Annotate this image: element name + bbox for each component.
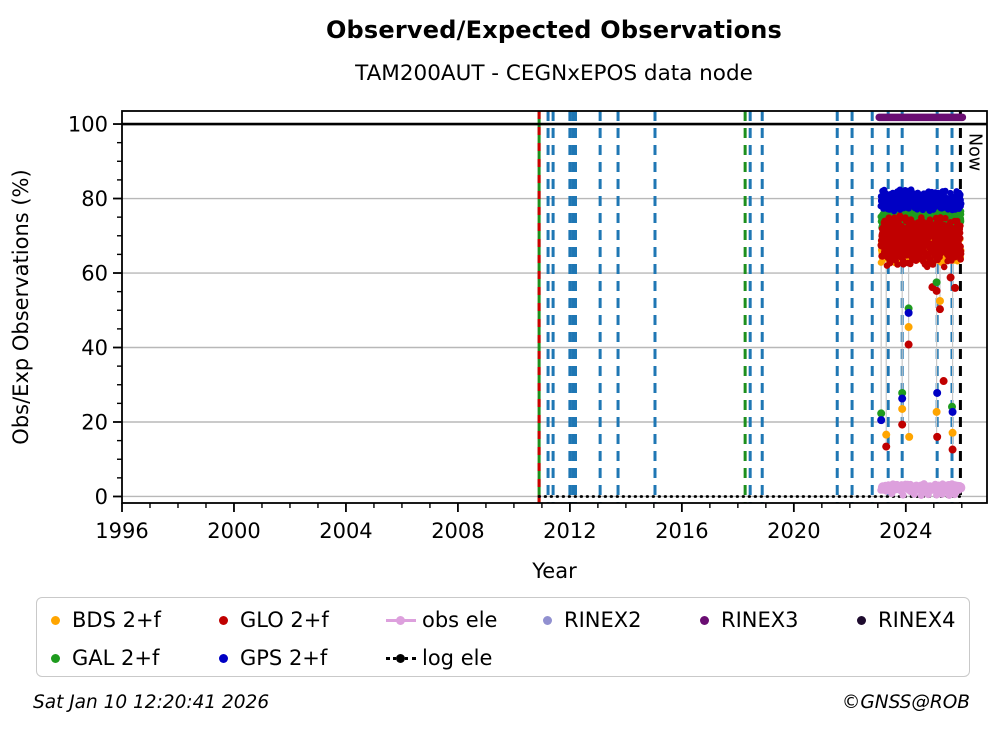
bds-2f-marker-icon xyxy=(51,615,60,625)
obs-ele-dot xyxy=(888,489,896,498)
scatter-band xyxy=(877,186,965,215)
outlier-dot xyxy=(905,432,914,441)
legend-label: GLO 2+f xyxy=(240,608,329,632)
legend-label: RINEX4 xyxy=(878,608,956,632)
outlier-dot xyxy=(904,340,913,349)
outlier-dot xyxy=(898,420,907,429)
rinex3-marker-icon xyxy=(700,615,709,625)
legend-item-rinex2: RINEX2 xyxy=(543,604,642,636)
outlier-dot xyxy=(935,296,944,305)
legend-item-bds-2f: BDS 2+f xyxy=(51,604,161,636)
gps-2f-marker-icon xyxy=(219,653,228,663)
legend-item-obs-ele: obs ele xyxy=(386,604,497,636)
outlier-dot xyxy=(898,404,907,413)
gal-2f-marker-icon xyxy=(51,653,60,663)
outlier-dot xyxy=(904,323,913,332)
y-tick-label: 20 xyxy=(81,410,108,434)
legend-label: GAL 2+f xyxy=(72,646,160,670)
obs-ele-dot xyxy=(951,491,959,499)
legend-label: BDS 2+f xyxy=(72,608,161,632)
legend-item-gal-2f: GAL 2+f xyxy=(51,642,159,674)
x-tick-label: 2016 xyxy=(655,519,708,543)
scatter-band xyxy=(877,212,965,271)
glo-2f-marker-icon xyxy=(219,615,228,625)
y-tick-label: 40 xyxy=(81,336,108,360)
x-tick-label: 2024 xyxy=(879,519,932,543)
outlier-dot xyxy=(882,442,891,451)
x-tick-label: 2008 xyxy=(431,519,484,543)
scatter-band xyxy=(877,480,966,496)
outlier-dot xyxy=(898,394,907,403)
obs-ele-dot xyxy=(945,491,953,499)
y-tick-label: 60 xyxy=(81,262,108,286)
outlier-dot xyxy=(932,407,941,416)
outlier-dot xyxy=(946,273,955,282)
outlier-dot xyxy=(877,409,886,418)
obs-ele-dot xyxy=(938,490,946,498)
plot-area: 1996 2000 2004 2008 2012 2016 2020 2024 0 20 40 60 8… xyxy=(9,110,988,583)
obs-ele-dot xyxy=(899,491,907,499)
outlier-dot xyxy=(935,305,944,314)
x-axis-label: Year xyxy=(531,559,577,583)
legend-item-log-ele: log ele xyxy=(386,642,492,674)
now-label: Now xyxy=(964,133,984,171)
copyright-text: ©GNSS@ROB xyxy=(841,692,970,713)
y-axis-label: Obs/Exp Observations (%) xyxy=(9,169,33,444)
legend-label: log ele xyxy=(422,646,493,670)
legend-label: RINEX2 xyxy=(564,608,642,632)
legend-label: RINEX3 xyxy=(721,608,799,632)
timestamp-text: Sat Jan 10 12:20:41 2026 xyxy=(33,692,270,713)
legend-item-rinex3: RINEX3 xyxy=(700,604,799,636)
x-tick-label: 1996 xyxy=(95,519,148,543)
obs-ele-dot xyxy=(917,491,925,499)
outlier-dot xyxy=(882,430,891,439)
outlier-dot xyxy=(939,377,948,386)
outlier-dot xyxy=(898,388,907,397)
outlier-dot xyxy=(948,407,957,416)
x-tick-label: 2000 xyxy=(207,519,260,543)
outlier-dot xyxy=(951,283,960,292)
legend-label: GPS 2+f xyxy=(240,646,328,670)
outlier-dot xyxy=(948,428,957,437)
x-tick-label: 2004 xyxy=(319,519,372,543)
y-tick-label: 0 xyxy=(95,485,108,509)
x-tick-label: 2012 xyxy=(543,519,596,543)
legend-item-gps-2f: GPS 2+f xyxy=(219,642,327,674)
legend-item-rinex4: RINEX4 xyxy=(857,604,956,636)
rinex2-marker-icon xyxy=(543,615,552,625)
outlier-dot xyxy=(932,278,941,287)
legend-item-glo-2f: GLO 2+f xyxy=(219,604,329,636)
chart-subtitle: TAM200AUT - CEGNxEPOS data node xyxy=(355,61,753,86)
y-tick-label: 100 xyxy=(68,113,108,137)
y-tick-label: 80 xyxy=(81,187,108,211)
outlier-dot xyxy=(948,445,957,454)
obs-ele-marker-icon xyxy=(386,615,416,625)
obs-ele-dot xyxy=(924,491,932,499)
log-ele-marker-icon xyxy=(386,653,416,663)
outlier-dot xyxy=(932,286,941,295)
rinex4-marker-icon xyxy=(857,615,866,625)
legend-box: BDS 2+f GAL 2+f GLO 2+f GPS 2+f obs ele log e… xyxy=(36,597,970,677)
obs-ele-dot xyxy=(933,491,941,499)
legend-label: obs ele xyxy=(422,608,498,632)
obs-ele-dot xyxy=(910,490,918,498)
outlier-dot xyxy=(933,432,942,441)
outlier-dot xyxy=(877,416,886,425)
outlier-dot xyxy=(933,388,942,397)
chart-title: Observed/Expected Observations xyxy=(325,16,783,44)
outlier-dot xyxy=(904,308,913,317)
x-tick-label: 2020 xyxy=(767,519,820,543)
